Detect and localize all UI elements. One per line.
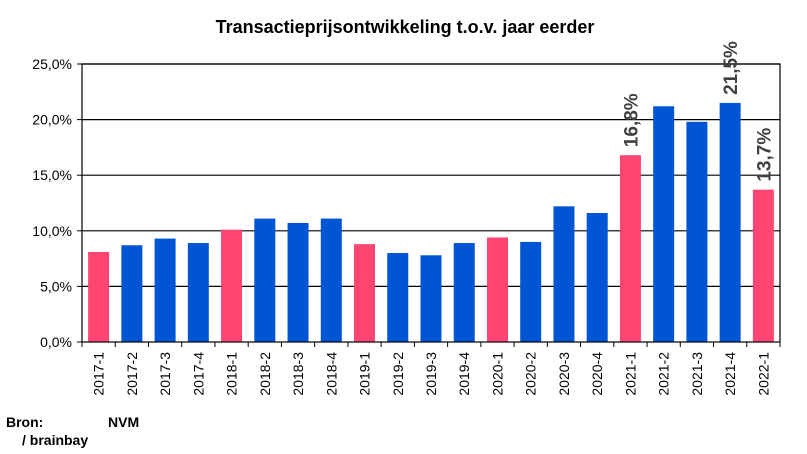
- y-tick-label: 25,0%: [32, 56, 72, 72]
- x-tick-label: 2018-3: [290, 352, 306, 396]
- bar-2022-1: [752, 189, 774, 342]
- bar-2020-3: [553, 206, 575, 342]
- bars: [88, 102, 774, 342]
- bar-2021-3: [686, 121, 708, 342]
- x-tick-label: 2017-3: [157, 352, 173, 396]
- bar-2019-1: [354, 244, 376, 342]
- bar-2018-3: [287, 223, 309, 342]
- source-org-2: / brainbay: [22, 432, 89, 448]
- y-tick-label: 0,0%: [40, 334, 72, 350]
- x-tick-label: 2021-3: [689, 352, 705, 396]
- x-tick-label: 2019-2: [390, 352, 406, 396]
- y-tick-label: 10,0%: [32, 223, 72, 239]
- x-tick-label: 2017-1: [91, 352, 107, 396]
- bar-2021-2: [653, 106, 675, 342]
- bar-2017-4: [187, 243, 209, 342]
- source-org: NVM: [108, 414, 140, 430]
- bar-2021-1: [619, 155, 641, 342]
- data-label-2021-1: 16,8%: [621, 93, 642, 147]
- bar-2020-1: [486, 237, 508, 342]
- bar-2017-2: [121, 245, 143, 342]
- bar-2020-4: [586, 213, 608, 342]
- gridlines: [82, 63, 780, 287]
- bar-2017-3: [154, 238, 176, 342]
- y-tick-label: 15,0%: [32, 167, 72, 183]
- x-tick-label: 2021-4: [722, 352, 738, 396]
- bar-2020-2: [520, 241, 542, 342]
- plot-frame: [81, 63, 781, 343]
- bar-2018-1: [221, 229, 243, 342]
- x-tick-label: 2020-3: [556, 352, 572, 396]
- y-tick-label: 5,0%: [40, 278, 72, 294]
- x-tick-label: 2018-1: [224, 352, 240, 396]
- bar-2018-4: [320, 218, 342, 342]
- source-label: Bron:: [6, 414, 44, 430]
- x-tick-label: 2018-4: [323, 352, 339, 396]
- y-tick-label: 20,0%: [32, 112, 72, 128]
- bar-2019-3: [420, 255, 442, 342]
- x-tick-label: 2020-2: [523, 352, 539, 396]
- bar-2019-4: [453, 243, 475, 342]
- x-tick-label: 2021-1: [622, 352, 638, 396]
- x-tick-label: 2021-2: [656, 352, 672, 396]
- data-label-2022-1: 13,7%: [754, 128, 775, 182]
- x-tick-label: 2020-1: [489, 352, 505, 396]
- x-tick-label: 2018-2: [257, 352, 273, 396]
- chart-title: Transactieprijsontwikkeling t.o.v. jaar …: [216, 17, 595, 37]
- bar-2018-2: [254, 218, 276, 342]
- bar-2017-1: [88, 251, 110, 342]
- x-tick-label: 2019-3: [423, 352, 439, 396]
- x-tick-labels: 2017-1 2017-2 2017-3 2017-4 2018-1 2018-2 2018…: [91, 352, 772, 396]
- data-annotations: 16,8% 21,5% 13,7%: [621, 41, 775, 182]
- x-tick-label: 2022-1: [755, 352, 771, 396]
- x-tick-label: 2017-4: [190, 352, 206, 396]
- data-label-2021-4: 21,5%: [721, 41, 742, 95]
- x-tick-label: 2019-4: [456, 352, 472, 396]
- bar-2019-2: [387, 253, 409, 342]
- bar-2021-4: [719, 102, 741, 342]
- x-tick-label: 2020-4: [589, 352, 605, 396]
- y-tick-labels: 0,0% 5,0% 10,0% 15,0% 20,0% 25,0%: [32, 56, 72, 350]
- x-tick-label: 2017-2: [124, 352, 140, 396]
- x-tick-label: 2019-1: [357, 352, 373, 396]
- axes: [77, 63, 781, 347]
